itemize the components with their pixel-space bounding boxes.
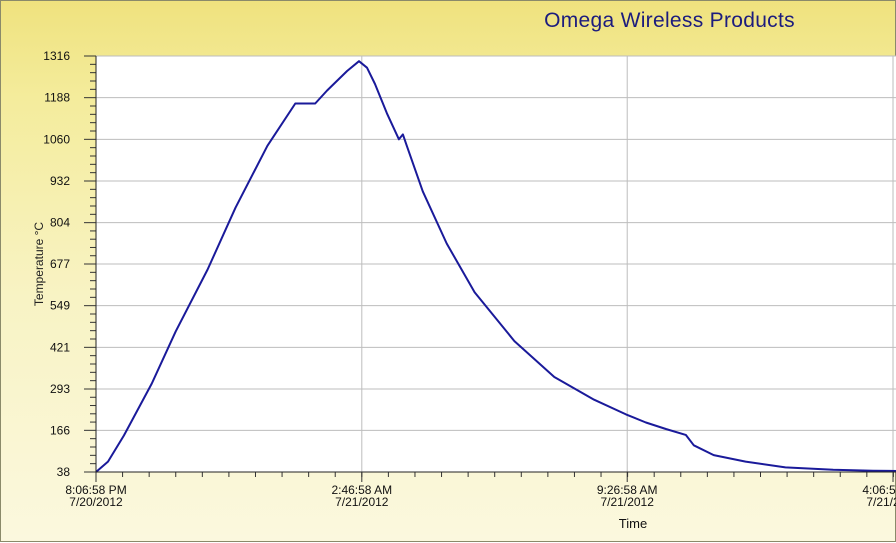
x-tick-label-time: 2:46:58 AM xyxy=(331,483,392,497)
x-tick-label-time: 8:06:58 PM xyxy=(65,483,126,497)
x-tick-label-date: 7/20/2012 xyxy=(69,495,123,509)
y-tick-label: 293 xyxy=(50,382,70,396)
y-axis-label: Temperature °C xyxy=(32,222,46,306)
chart-title: Omega Wireless Products xyxy=(544,9,795,32)
series-line xyxy=(95,60,896,473)
y-tick-label: 549 xyxy=(50,299,70,313)
y-tick-label: 1188 xyxy=(44,91,70,105)
x-tick-label-date: 7/21/2012 xyxy=(335,495,389,509)
y-tick-label: 932 xyxy=(50,174,70,188)
x-tick-label-time: 9:26:58 AM xyxy=(597,483,658,497)
x-axis-label: Time xyxy=(619,516,647,531)
y-tick-label: 38 xyxy=(57,465,71,479)
x-tick-label-time: 4:06:58 PM xyxy=(862,483,896,497)
y-tick-label: 804 xyxy=(50,216,70,230)
y-tick-label: 677 xyxy=(50,257,70,271)
y-tick-labels: 38 166 293 421 549 677 804 932 1060 1188 1316 xyxy=(43,49,96,479)
series-layer xyxy=(95,60,896,473)
y-tick-label: 166 xyxy=(50,423,70,437)
y-tick-label: 1060 xyxy=(43,132,70,146)
minor-ticks xyxy=(90,63,894,477)
x-tick-label-date: 7/21/2012 xyxy=(866,495,896,509)
y-tick-label: 421 xyxy=(50,340,70,354)
x-tick-label-date: 7/21/2012 xyxy=(601,495,655,509)
y-tick-label: 1316 xyxy=(43,49,70,63)
